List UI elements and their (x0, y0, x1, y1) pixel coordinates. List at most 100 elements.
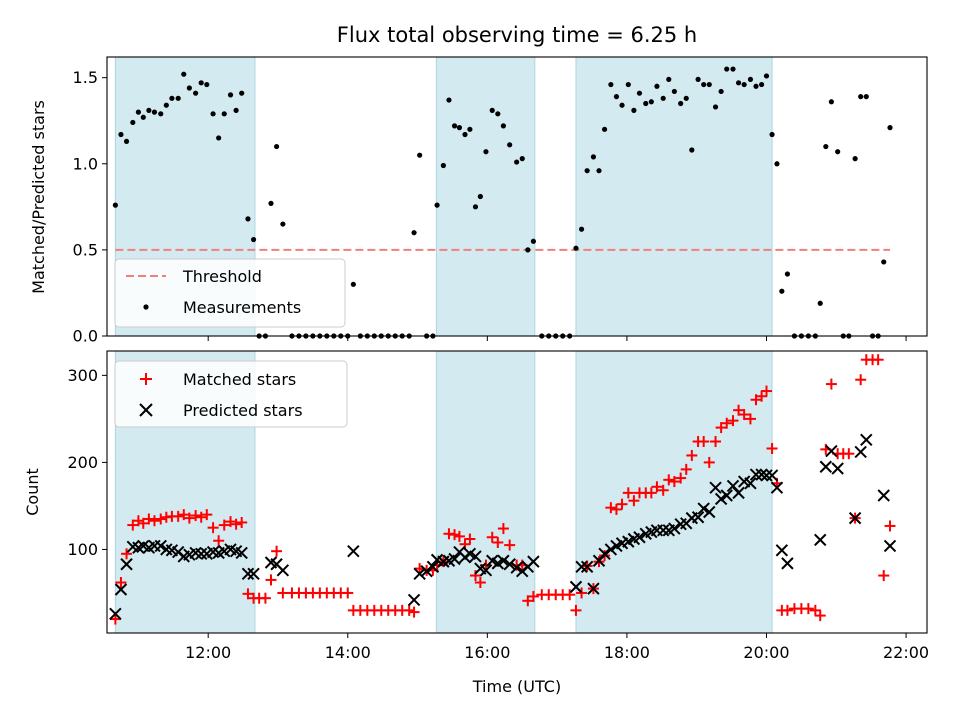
measurement-point (250, 236, 257, 243)
predicted-star-point (831, 462, 844, 475)
matched-star-point (486, 531, 498, 543)
predicted-star-point (755, 468, 768, 481)
measurement-point (446, 97, 452, 103)
measurement-point (747, 76, 754, 82)
measurement-point (769, 131, 775, 138)
measurement-point (530, 238, 537, 244)
matched-star-point (474, 577, 486, 589)
measurement-point (660, 95, 666, 101)
measurement-point (596, 168, 602, 174)
predicted-star-point (407, 593, 421, 607)
matched-star-point (744, 413, 756, 425)
matched-star-point (242, 588, 254, 600)
matched-star-point (265, 574, 277, 586)
matched-star-point (760, 385, 772, 397)
measurement-point (619, 102, 625, 108)
predicted-star-point (241, 567, 255, 581)
measurement-point (654, 83, 660, 89)
measurement-point (613, 94, 620, 100)
measurement-point (181, 71, 187, 77)
predicted-star-point (276, 564, 290, 577)
predicted-star-point (691, 511, 705, 524)
count-xtick-label: 20:00 (743, 643, 789, 662)
measurement-point (701, 81, 707, 88)
matched-star-point (605, 502, 617, 514)
measurement-point (863, 94, 869, 100)
predicted-star-point (656, 524, 670, 537)
matched-star-point (225, 516, 237, 528)
matched-stars-points (109, 354, 896, 625)
measurement-point (411, 230, 417, 236)
observing-window-1 (435, 350, 536, 634)
predicted-star-point (448, 552, 461, 566)
measurement-point (763, 73, 770, 79)
matched-star-point (610, 503, 622, 515)
matched-star-point (497, 523, 509, 535)
matched-star-point (622, 487, 634, 499)
predicted-star-point (760, 469, 773, 482)
matched-star-point (576, 587, 588, 599)
measurement-point (489, 107, 495, 113)
predicted-star-point (633, 531, 646, 544)
predicted-star-point (235, 546, 248, 560)
matched-star-point (148, 515, 160, 527)
x-axis-label: Time (UTC) (472, 677, 561, 696)
measurement-point (695, 76, 701, 82)
predicted-star-point (848, 511, 862, 525)
predicted-star-point (775, 544, 789, 557)
count-xtick-label: 12:00 (185, 643, 231, 662)
measurement-point (456, 125, 463, 131)
measurement-point (817, 300, 823, 306)
measurement-point (233, 107, 239, 113)
matched-star-point (884, 520, 896, 532)
measurement-point (643, 100, 649, 107)
measurement-point (779, 288, 785, 294)
matched-star-point (564, 589, 576, 601)
count-xtick-label: 16:00 (464, 643, 510, 662)
predicted-star-point (109, 607, 122, 621)
ratio-legend: Threshold Measurements (114, 258, 346, 328)
measurement-point (245, 216, 251, 222)
predicted-star-point (720, 489, 733, 502)
measurement-point (210, 111, 216, 117)
measurement-point (151, 109, 158, 115)
matched-star-point (657, 484, 669, 496)
measurement-points (112, 66, 893, 339)
matched-star-point (178, 509, 190, 521)
measurement-point (417, 152, 423, 158)
predicted-star-point (598, 547, 611, 561)
count-xtick-label: 22:00 (883, 643, 929, 662)
measurement-point (881, 259, 887, 265)
matched-star-point (527, 590, 539, 602)
legend-predicted-swatch (139, 403, 153, 417)
predicted-star-point (697, 502, 710, 515)
measurement-point (280, 221, 286, 227)
measurement-point (689, 147, 695, 153)
measurement-point (163, 102, 169, 108)
measurement-point (130, 119, 136, 126)
matched-star-point (132, 515, 144, 527)
measurement-point (741, 81, 747, 88)
matched-star-point (645, 487, 657, 499)
matched-star-point (230, 518, 242, 530)
predicted-star-point (854, 445, 867, 459)
predicted-star-point (503, 558, 516, 571)
measurement-point (666, 76, 672, 82)
predicted-star-point (765, 469, 779, 482)
measurement-point (118, 131, 124, 138)
predicted-star-point (469, 550, 482, 563)
predicted-star-point (497, 554, 510, 567)
measurement-point (193, 90, 199, 96)
measurement-point (784, 271, 791, 277)
measurement-point (135, 109, 142, 115)
count-xtick-label: 18:00 (604, 643, 650, 662)
measurement-point (774, 161, 780, 167)
matched-star-point (218, 519, 230, 531)
matched-star-point (809, 604, 821, 616)
legend-predicted-label: Predicted stars (183, 401, 303, 420)
measurement-point (123, 138, 130, 144)
ratio-ytick-label: 0.0 (73, 327, 98, 346)
measurement-point (887, 125, 893, 131)
ratio-ytick-label: 0.5 (73, 240, 98, 259)
count-panel: 100 200 300 12:00 14:00 16:00 18:00 20:00 22:00… (23, 350, 929, 696)
